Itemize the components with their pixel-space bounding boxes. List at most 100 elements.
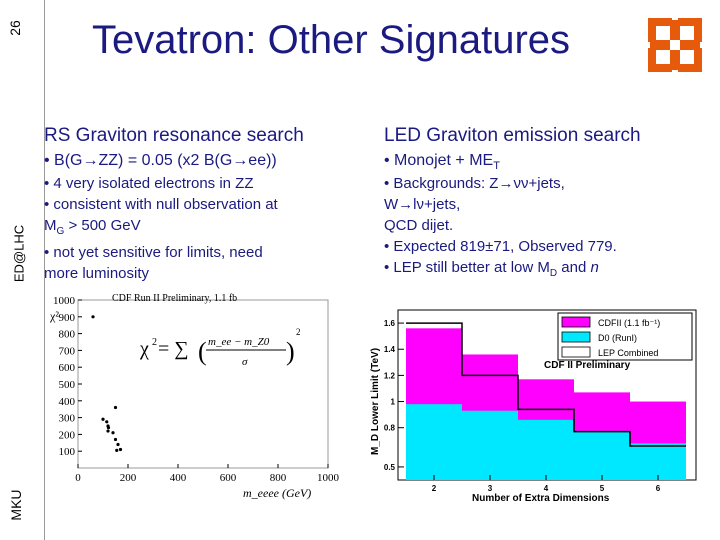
bar-y-tick-label: 1.4	[384, 345, 396, 354]
legend-swatch	[561, 331, 591, 343]
scatter-point	[106, 429, 110, 433]
bar-x-ticks: 2 3 4 5 6	[432, 475, 661, 493]
scatter-y-tick-label: 900	[59, 312, 76, 324]
slide-title: Tevatron: Other Signatures	[92, 18, 571, 62]
scatter-point	[111, 431, 115, 435]
scatter-point	[106, 426, 111, 430]
legend-swatch	[561, 316, 591, 328]
scatter-y-ticks: 100 200 300 400 500 600 700 800 900 1000	[53, 295, 82, 458]
right-bullet-5: • LEP still better at low MD and n	[384, 257, 617, 284]
lep-text: • LEP still better at low M	[384, 259, 550, 276]
right-bullet-3: QCD dijet.	[384, 217, 454, 234]
bar-y-tick-label: 1	[391, 398, 396, 407]
conference-label: ED@LHC	[11, 224, 27, 283]
left-main-bullet: • B(G→ZZ) = 0.05 (x2 B(G→ee))	[44, 152, 277, 169]
left-bullet-1: • 4 very isolated electrons in ZZ	[44, 175, 254, 192]
left-bullets: • 4 very isolated electrons in ZZ • cons…	[44, 173, 278, 284]
bar-d0	[574, 431, 630, 480]
left-bullet-2: • consistent with null observation at	[44, 196, 278, 213]
bar-y-ticks: 0.5 0.8 1 1.2 1.4 1.6	[384, 319, 404, 472]
scatter-x-ticks: 0 200 400 600 800 1000	[75, 464, 340, 484]
bar-title: CDF II Preliminary	[544, 360, 631, 371]
scatter-x-tick-label: 0	[75, 472, 81, 484]
bar-legend: CDFII (1.1 fb⁻¹) D0 (RunI) LEP Combined	[557, 312, 693, 361]
scatter-points	[91, 315, 123, 452]
scatter-plot-frame	[77, 299, 329, 469]
legend-label: LEP Combined	[598, 348, 658, 358]
scatter-y-tick-label: 400	[59, 396, 76, 408]
met-subscript: T	[493, 160, 500, 173]
scatter-y-tick-label: 200	[59, 429, 76, 441]
formula-chi-exponent: 2	[152, 337, 157, 348]
formula-numerator: m_ee − m_Z0	[208, 336, 270, 348]
right-heading: LED Graviton emission search	[384, 125, 641, 146]
scatter-point	[116, 442, 120, 447]
right-bullets: • Backgrounds: Z→νν+jets, W→lν+jets, QCD…	[384, 173, 617, 284]
scatter-x-tick-label: 600	[220, 472, 237, 484]
bar-d0	[518, 419, 574, 480]
bar-d0	[630, 443, 686, 480]
bar-series	[406, 322, 686, 480]
scatter-y-tick-label: 700	[59, 345, 76, 357]
left-bullet-3: MG > 500 GeV	[44, 215, 278, 242]
scatter-title: CDF Run II Preliminary, 1.1 fb	[112, 293, 237, 304]
left-bullet-5: more luminosity	[44, 265, 150, 282]
bar-d0	[462, 410, 518, 480]
sidebar: 26 ED@LHC MKU	[0, 0, 45, 540]
scatter-x-tick-label: 800	[270, 472, 287, 484]
md-subscript: D	[549, 268, 558, 279]
formula-denominator: σ	[242, 356, 248, 368]
formula-open-paren: (	[198, 337, 207, 366]
bar-ylabel: M_D Lower Limit (TeV)	[370, 348, 381, 455]
lep-step-line	[406, 322, 686, 447]
left-bullet-4: • not yet sensitive for limits, need	[44, 244, 263, 261]
bar-xlabel: Number of Extra Dimensions	[472, 493, 610, 504]
slide-number: 26	[7, 20, 23, 36]
left-heading: RS Graviton resonance search	[44, 125, 304, 146]
right-bullet-4: • Expected 819±71, Observed 779.	[384, 238, 617, 255]
md-lower-limit-chart: M_D Lower Limit (TeV) 0.5 0.8 1 1.2 1.4 1.6 2…	[370, 309, 697, 504]
lep-and: and	[557, 259, 591, 276]
scatter-x-tick-label: 1000	[317, 472, 340, 484]
scatter-point	[113, 405, 118, 410]
bar-y-tick-label: 0.8	[384, 424, 396, 433]
scatter-point	[91, 315, 95, 319]
scatter-point	[101, 417, 105, 421]
mass-limit: > 500 GeV	[64, 217, 141, 234]
n-symbol: n	[590, 259, 599, 276]
graviton-resonance-scatter-plot: CDF Run II Preliminary, 1.1 fb χ² m_eeee…	[49, 293, 340, 500]
scatter-formula: χ 2 = ∑ m_ee − m_Z0 σ ( ) 2	[139, 327, 301, 368]
scatter-xlabel: m_eeee (GeV)	[243, 486, 311, 500]
mass-symbol: M	[44, 217, 57, 234]
fermilab-logo	[648, 18, 702, 72]
legend-swatch	[561, 346, 591, 358]
sidebar-divider	[44, 0, 45, 540]
legend-label: CDFII (1.1 fb⁻¹)	[598, 318, 660, 328]
right-main-bullet: • Monojet + MET	[384, 152, 500, 172]
scatter-y-tick-label: 800	[59, 329, 76, 341]
bar-x-tick-label: 2	[432, 484, 437, 493]
scatter-point	[118, 447, 123, 452]
scatter-y-tick-label: 100	[59, 446, 76, 458]
right-bullet-2: W→lν+jets,	[384, 196, 461, 213]
scatter-ylabel: χ²	[49, 309, 59, 323]
formula-exponent: 2	[296, 327, 301, 337]
bar-y-tick-label: 0.5	[384, 463, 396, 472]
bar-x-tick-label: 6	[656, 484, 661, 493]
scatter-y-tick-label: 300	[59, 413, 76, 425]
institution-label: MKU	[8, 489, 24, 521]
formula-close-paren: )	[286, 337, 295, 366]
scatter-x-tick-label: 200	[120, 472, 137, 484]
formula-chi: χ	[139, 338, 149, 360]
scatter-point	[113, 437, 118, 442]
bar-x-tick-label: 4	[544, 484, 549, 493]
right-main-text: • Monojet + ME	[384, 152, 494, 169]
scatter-y-tick-label: 600	[59, 362, 76, 374]
scatter-y-tick-label: 500	[59, 379, 76, 391]
bar-y-tick-label: 1.2	[384, 371, 396, 380]
scatter-y-tick-label: 1000	[53, 295, 76, 307]
scatter-point	[115, 448, 119, 452]
right-bullet-1: • Backgrounds: Z→νν+jets,	[384, 175, 565, 192]
scatter-x-tick-label: 400	[170, 472, 187, 484]
scatter-point	[105, 420, 109, 424]
